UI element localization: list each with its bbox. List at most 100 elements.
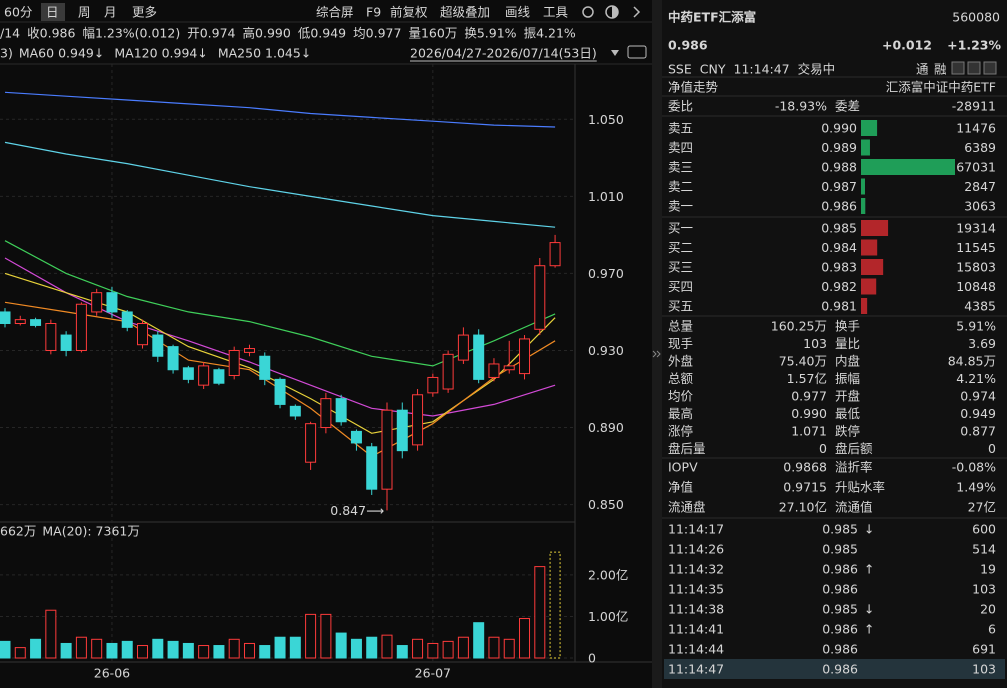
range-dropdown-icon[interactable] [611, 50, 619, 56]
tool-button[interactable]: 综合屏 [316, 5, 354, 20]
period-tab[interactable]: 日 [46, 5, 59, 20]
y-tick-label: 0.890 [588, 420, 624, 435]
quote-value: 0.974 [200, 26, 236, 41]
book-volume-bar [861, 178, 865, 195]
volume-bar [320, 613, 332, 659]
stat-value: 103 [803, 336, 827, 351]
volume-bar [30, 638, 42, 659]
nav-tab[interactable]: 净值走势 [668, 80, 719, 95]
menu-icon[interactable] [983, 61, 997, 75]
period-tab[interactable]: 周 [78, 5, 91, 20]
quote-value: 0.949 [310, 26, 346, 41]
quote-value: 1.23%(0.012) [95, 26, 180, 41]
book-volume: 6389 [964, 140, 996, 155]
ma-value: 0.949↓ [58, 46, 104, 61]
stat-label: 量比 [835, 336, 860, 351]
book-volume: 15803 [956, 260, 996, 275]
y-tick-label: 0.970 [588, 266, 624, 281]
trade-time: 11:14:17 [668, 522, 724, 537]
trade-volume: 514 [972, 542, 996, 557]
volume-bar [503, 638, 515, 659]
stat-label: 最高 [668, 406, 693, 421]
book-volume: 3063 [964, 199, 996, 214]
collapse-icon[interactable] [633, 6, 641, 18]
stat-label: 净值 [668, 480, 693, 495]
volume-bar [213, 645, 225, 659]
candle-body [488, 363, 500, 378]
quote-value: 0.990 [255, 26, 291, 41]
edit-icon[interactable] [951, 61, 965, 75]
trade-volume: 600 [972, 522, 996, 537]
trade-time: 11:14:41 [668, 622, 724, 637]
book-price: 0.984 [821, 240, 857, 255]
trade-time: 11:14:44 [668, 642, 724, 657]
stat-label: 涨停 [668, 424, 693, 439]
stat-value: 1.57亿 [787, 371, 827, 386]
book-volume: 19314 [956, 221, 996, 236]
stat-value: 27亿 [968, 500, 996, 515]
ma-cut-label: 3) [0, 46, 13, 61]
fund-name: 汇添富中证中药ETF [886, 80, 996, 95]
ma-name: MA60 [19, 46, 54, 61]
book-price: 0.981 [821, 299, 857, 314]
tool-button[interactable]: F9 [366, 5, 381, 20]
trade-volume: 19 [980, 562, 996, 577]
trade-price: 0.986 [822, 622, 858, 637]
quote-badge: 通 [916, 62, 929, 77]
tool-button[interactable]: 画线 [505, 5, 531, 20]
tool-button[interactable]: 超级叠加 [440, 5, 490, 20]
stat-label: 盘后额 [835, 441, 873, 456]
stat-label: 总额 [668, 371, 694, 386]
quote-value: 4.21% [536, 26, 576, 41]
quote-info: 11:14:47 [734, 62, 790, 77]
toggle-icon[interactable] [627, 45, 647, 59]
candle-body [503, 365, 515, 371]
period-tab[interactable]: 60分 [4, 5, 32, 20]
trade-time: 11:14:47 [668, 662, 724, 677]
quote-badge: 融 [934, 62, 947, 77]
candle-body [274, 378, 286, 405]
splitter[interactable] [652, 0, 662, 688]
tool-button[interactable]: 前复权 [390, 5, 428, 20]
book-volume: 67031 [956, 160, 996, 175]
stat-label: 外盘 [668, 354, 693, 369]
splitter-chevron[interactable] [652, 350, 661, 358]
period-tab[interactable]: 月 [104, 5, 117, 20]
candle-body [473, 334, 485, 380]
book-volume-bar [861, 298, 868, 314]
date-range[interactable]: 2026/04/27-2026/07/14(53日) [410, 46, 597, 61]
volume-bar [442, 640, 454, 659]
candle-body [75, 303, 87, 351]
volume-bar [259, 645, 271, 659]
volume-bar [381, 634, 393, 659]
commission-value: -28911 [952, 99, 996, 114]
trade-volume: 691 [972, 642, 996, 657]
book-label: 买一 [668, 221, 693, 236]
candle-body [121, 311, 133, 328]
candle-body [412, 394, 424, 446]
volume-bar [0, 640, 11, 659]
volume-bar [412, 638, 424, 659]
stat-value: 84.85万 [948, 354, 996, 369]
book-price: 0.985 [821, 221, 857, 236]
trade-price: 0.985 [822, 522, 858, 537]
volume-bar [519, 618, 531, 659]
settings-icon[interactable] [582, 6, 594, 18]
volume-bar [91, 638, 103, 659]
book-label: 卖三 [668, 160, 693, 175]
candle-body [335, 398, 347, 423]
tool-button[interactable]: 工具 [543, 5, 569, 20]
stat-label: 振幅 [835, 371, 860, 386]
x-tick-label: 26-07 [415, 666, 451, 681]
ma-value: 0.994↓ [162, 46, 208, 61]
book-volume-bar [861, 239, 878, 256]
period-tab[interactable]: 更多 [132, 5, 157, 20]
candle-body [366, 446, 378, 490]
security-code: 560080 [952, 10, 1000, 25]
ma-name: MA120 [114, 46, 157, 61]
link-icon[interactable] [967, 61, 981, 75]
y-tick-label: 1.010 [588, 189, 624, 204]
candle-body [45, 323, 57, 351]
price-change: +0.012 [882, 38, 932, 53]
